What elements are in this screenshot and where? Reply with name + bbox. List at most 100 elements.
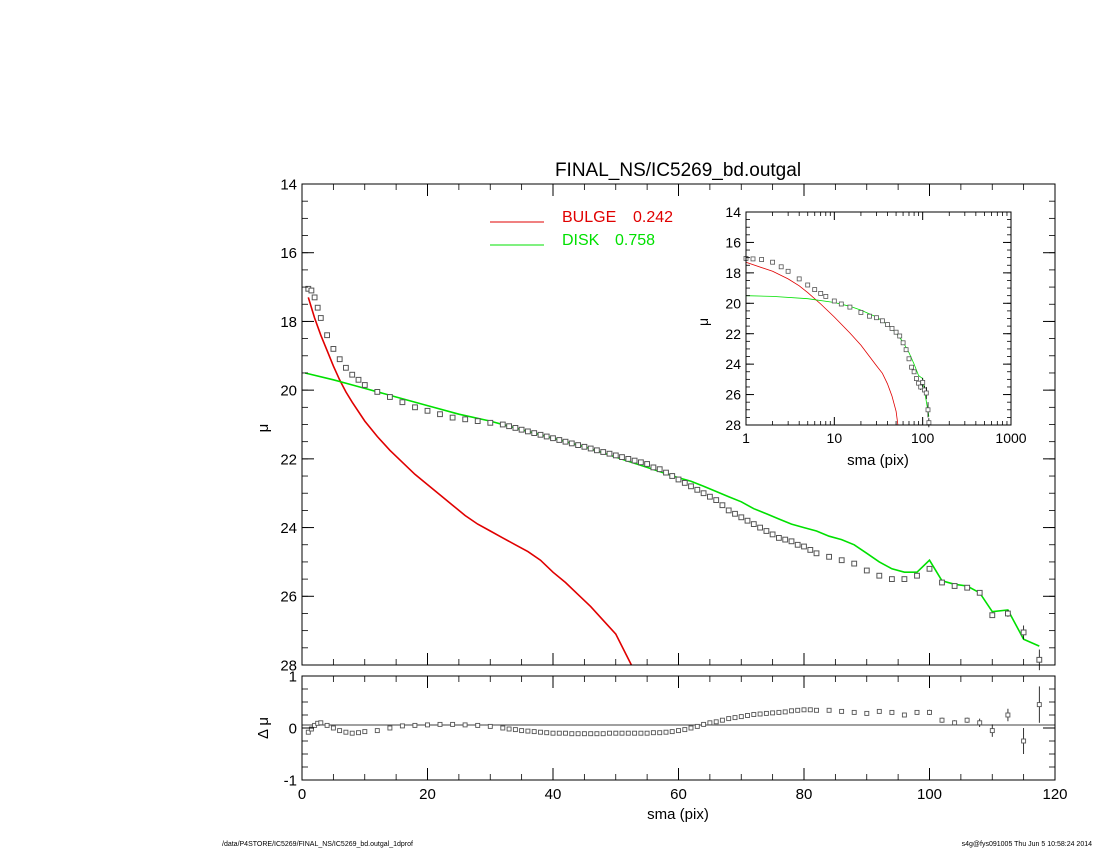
x-tick-label: 120 <box>1042 786 1067 803</box>
data-marker <box>838 557 845 564</box>
data-marker <box>927 709 932 715</box>
data-point <box>1005 610 1011 617</box>
data-marker <box>550 730 556 736</box>
residual-x-axis-label: sma (pix) <box>647 806 709 823</box>
residual-point <box>387 725 393 731</box>
data-marker <box>588 731 594 737</box>
residual-point <box>412 722 418 728</box>
data-point <box>594 447 600 454</box>
data-point <box>920 377 926 387</box>
y-tick-label: 18 <box>280 314 297 331</box>
data-point <box>874 315 879 321</box>
data-marker <box>876 708 882 714</box>
y-tick-label: 16 <box>725 234 741 250</box>
residual-point <box>814 707 819 713</box>
data-marker <box>688 483 694 490</box>
data-point <box>867 313 872 319</box>
data-marker <box>475 722 481 728</box>
x-tick-label: 10 <box>827 430 843 446</box>
data-point <box>587 445 594 452</box>
footer-timestamp: s4g@fys091005 Thu Jun 5 10:58:24 2014 <box>961 841 1092 848</box>
data-point <box>625 456 632 462</box>
data-marker <box>776 709 782 715</box>
residual-point <box>399 723 405 729</box>
residual-point <box>826 707 832 713</box>
data-marker <box>738 514 745 521</box>
residual-point <box>901 712 907 718</box>
data-marker <box>425 722 430 728</box>
data-marker <box>681 480 688 486</box>
legend-bulge-value: 0.242 <box>633 209 673 226</box>
data-point <box>606 450 613 457</box>
data-point <box>512 425 519 431</box>
data-point <box>374 389 381 395</box>
data-marker <box>701 721 707 727</box>
data-point <box>989 612 996 619</box>
residual-point <box>619 730 625 736</box>
data-marker <box>851 709 857 715</box>
residual-point <box>682 727 688 733</box>
x-tick-label: 100 <box>911 430 935 446</box>
data-marker <box>569 731 575 737</box>
data-point <box>550 435 556 442</box>
data-marker <box>462 722 468 728</box>
data-marker <box>506 726 512 732</box>
data-marker <box>581 731 587 737</box>
residual-point <box>782 709 788 715</box>
disk-curve <box>304 372 1040 647</box>
data-point <box>581 443 588 450</box>
data-point <box>823 293 829 299</box>
data-point <box>889 325 895 331</box>
data-marker <box>885 322 890 328</box>
main-plot-area <box>304 285 1043 671</box>
data-marker <box>889 709 895 715</box>
data-point <box>838 301 844 307</box>
data-marker <box>343 729 349 735</box>
data-marker <box>1020 629 1027 636</box>
data-point <box>744 517 751 524</box>
data-marker <box>512 727 518 733</box>
data-marker <box>412 404 418 411</box>
data-marker <box>1021 738 1027 744</box>
data-marker <box>989 728 995 734</box>
data-marker <box>676 728 681 734</box>
residual-point <box>889 709 895 715</box>
residual-point <box>588 731 594 737</box>
data-point <box>324 332 331 339</box>
residual-point <box>927 709 932 715</box>
main-axis-ticks: 14 16 18 20 22 24 26 28 <box>280 176 1056 674</box>
data-marker <box>893 329 899 335</box>
data-marker <box>725 507 732 514</box>
residual-point <box>770 710 776 716</box>
residual-point <box>707 720 713 726</box>
data-point <box>757 524 764 531</box>
data-point <box>317 315 324 321</box>
y-tick-label: 14 <box>280 176 297 193</box>
data-marker <box>625 456 632 462</box>
data-point <box>893 329 899 335</box>
data-marker <box>776 535 782 541</box>
data-marker <box>336 356 343 363</box>
data-point <box>681 480 688 486</box>
data-marker <box>556 730 562 736</box>
data-marker <box>847 304 853 310</box>
residual-point <box>713 719 719 725</box>
data-marker <box>719 502 726 509</box>
residual-point <box>638 730 644 736</box>
main-y-axis-label: μ <box>255 424 272 433</box>
data-point <box>330 346 337 352</box>
data-marker <box>763 528 770 534</box>
data-point <box>759 257 764 262</box>
data-marker <box>330 725 336 731</box>
data-marker <box>387 394 393 400</box>
data-marker <box>343 364 349 371</box>
data-point <box>897 333 903 339</box>
data-marker <box>813 550 820 557</box>
data-point <box>713 497 720 504</box>
data-point <box>700 490 707 497</box>
x-tick-label: 0 <box>298 786 306 803</box>
data-marker <box>795 707 801 713</box>
bulge-curve <box>307 297 633 666</box>
data-marker <box>977 720 983 726</box>
data-point <box>619 454 625 461</box>
